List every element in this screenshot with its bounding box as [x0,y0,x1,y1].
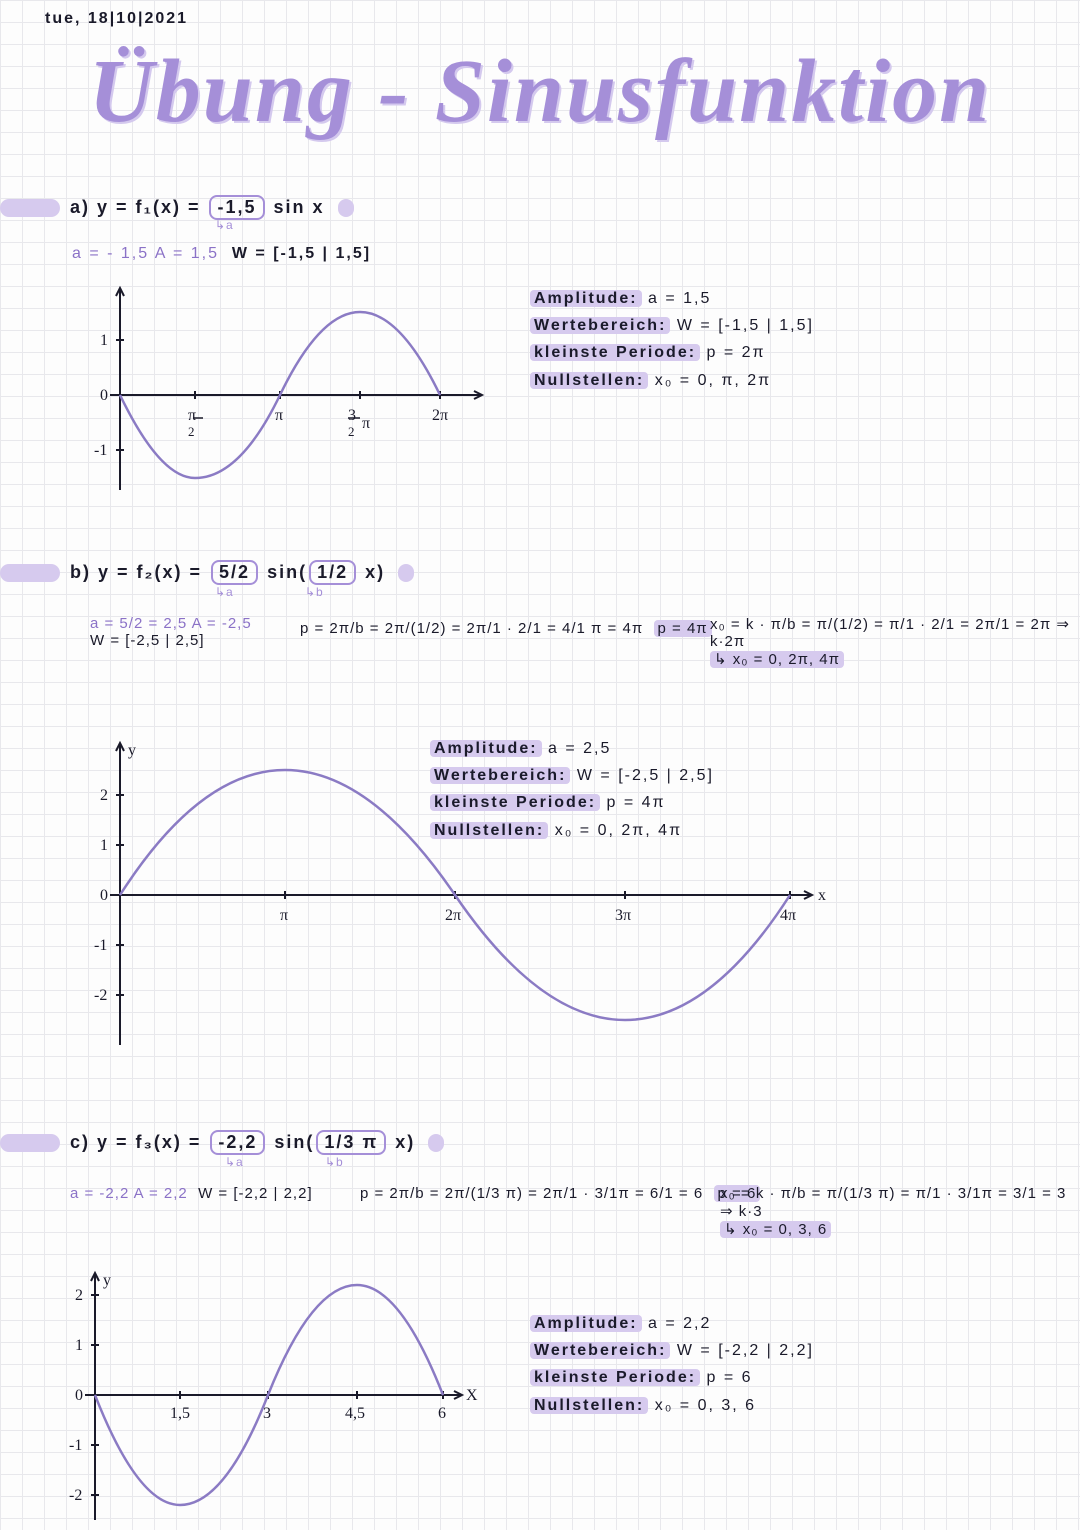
b-x0-calc: x₀ = k · π/b = π/(1/2) = π/1 · 2/1 = 2π/… [710,615,1080,668]
svg-text:1,5: 1,5 [170,1405,190,1422]
svg-text:1: 1 [100,837,108,854]
info-a: Amplitude: a = 1,5 Wertebereich: W = [-1… [530,285,814,394]
title-text: Übung - Sinusfunktion [89,42,991,141]
svg-text:4,5: 4,5 [345,1405,365,1422]
svg-text:-2: -2 [94,987,107,1004]
svg-text:2: 2 [100,787,108,804]
svg-text:2: 2 [188,424,195,439]
svg-text:6: 6 [438,1405,446,1422]
svg-text:0: 0 [100,887,108,904]
svg-text:X: X [466,1387,478,1404]
section-c-header: c) y = f₃(x) = -2,2 sin(1/3 π x) [0,1130,444,1155]
highlight-bar [0,564,60,582]
highlight-bar [0,1134,60,1152]
svg-text:π: π [275,407,283,424]
svg-text:4π: 4π [780,907,796,924]
section-c-params: a = -2,2 A = 2,2 W = [-2,2 | 2,2] [70,1185,313,1202]
boxed-a: -1,5 [209,195,264,220]
arrow-a-label: ↳a [215,218,234,232]
info-b: Amplitude: a = 2,5 Wertebereich: W = [-2… [430,735,714,844]
b-x0-result: ↳ x₀ = 0, 2π, 4π [710,650,1080,668]
c-x0-result: ↳ x₀ = 0, 3, 6 [720,1221,831,1238]
arrow-c-a: ↳a [225,1155,244,1169]
section-b-header: b) y = f₂(x) = 5/2 sin(1/2 x) [0,560,414,585]
section-a-params: a = - 1,5 A = 1,5 W = [-1,5 | 1,5] [72,245,371,263]
svg-text:π: π [188,407,196,424]
svg-text:-2: -2 [69,1487,82,1504]
b-p-calc: p = 2π/b = 2π/(1/2) = 2π/1 · 2/1 = 4/1 π… [300,620,712,637]
chart-a: 1 0 -1 π2 π 32 π 2π [80,280,500,515]
svg-text:y: y [103,1272,111,1289]
svg-text:2π: 2π [445,907,461,924]
svg-text:1: 1 [100,332,108,349]
svg-text:-1: -1 [94,937,107,954]
page-date: tue, 18|10|2021 [45,10,188,28]
svg-text:3: 3 [348,407,356,424]
svg-text:x: x [818,887,826,904]
section-b-heading: b) y = f₂(x) = 5/2 sin(1/2 x) [70,560,414,585]
highlight-bar-end [338,199,354,217]
svg-text:π: π [362,415,370,432]
svg-text:y: y [128,742,136,759]
highlight-bar-end [428,1134,444,1152]
chart-c: y X 2 1 0 -1 -2 1,5 3 4,5 6 [50,1270,480,1530]
svg-text:3π: 3π [615,907,631,924]
svg-text:π: π [280,907,288,924]
page-title: Übung - Sinusfunktion [0,40,1080,170]
highlight-bar-end [398,564,414,582]
svg-text:2π: 2π [432,407,448,424]
arrow-b-a: ↳a [215,585,234,599]
section-a-header: a) y = f₁(x) = -1,5 sin x [0,195,354,220]
highlight-bar [0,199,60,217]
c-p-calc: p = 2π/b = 2π/(1/3 π) = 2π/1 · 3/1π = 6/… [360,1185,760,1202]
svg-text:2: 2 [75,1287,83,1304]
section-a-heading: a) y = f₁(x) = -1,5 sin x [70,195,354,220]
svg-text:2: 2 [348,424,355,439]
arrow-c-b: ↳b [325,1155,344,1169]
section-c-heading: c) y = f₃(x) = -2,2 sin(1/3 π x) [70,1130,444,1155]
svg-text:0: 0 [75,1387,83,1404]
svg-text:-1: -1 [69,1437,82,1454]
arrow-b-b: ↳b [305,585,324,599]
svg-text:-1: -1 [94,442,107,459]
section-b-params: a = 5/2 = 2,5 A = -2,5 W = [-2,5 | 2,5] [90,615,252,649]
svg-text:1: 1 [75,1337,83,1354]
info-c: Amplitude: a = 2,2 Wertebereich: W = [-2… [530,1310,814,1419]
svg-text:0: 0 [100,387,108,404]
c-x0-calc: x₀ = k · π/b = π/(1/3 π) = π/1 · 3/1π = … [720,1185,1080,1238]
